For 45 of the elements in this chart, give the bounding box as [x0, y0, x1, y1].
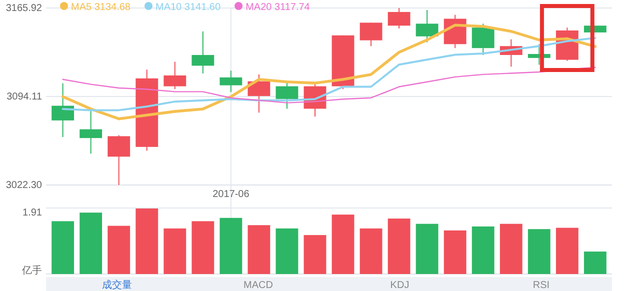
text: 1.91: [22, 208, 42, 218]
candlestick: [220, 70, 242, 93]
bar: [332, 214, 354, 274]
bar: [388, 218, 410, 274]
legend-label: MA5 3134.68: [71, 2, 131, 13]
candlestick: [388, 8, 410, 29]
bar: [528, 229, 550, 274]
candlestick: [472, 23, 494, 56]
bar: [276, 228, 298, 274]
bar: [192, 221, 214, 274]
text: KDJ: [390, 280, 410, 291]
bar: [584, 252, 606, 274]
text: MACD: [244, 280, 273, 291]
candlestick: [276, 80, 298, 110]
bar: [444, 230, 466, 274]
bar: [108, 226, 130, 274]
y-tick-label: 3094.11: [6, 92, 42, 103]
bar: [304, 235, 326, 274]
bar: [52, 221, 74, 274]
candlestick: [360, 22, 382, 47]
candlestick: [80, 109, 102, 154]
legend-label: MA10 3141.60: [156, 2, 221, 13]
bar: [80, 212, 102, 274]
text: 亿手: [21, 264, 42, 276]
y-tick-label: 3022.30: [6, 180, 42, 192]
text: RSI: [532, 280, 550, 291]
bar: [220, 218, 242, 274]
candlestick: [192, 30, 214, 74]
legend-label: MA20 3117.74: [246, 2, 310, 13]
bar: [164, 228, 186, 274]
x-tick-label: 2017-06: [212, 189, 250, 200]
candlestick: [248, 74, 270, 114]
candlestick: [52, 82, 74, 138]
bar: [472, 226, 494, 274]
bar: [416, 224, 438, 274]
bar: [360, 228, 382, 274]
line-series: [61, 24, 597, 120]
bar: [556, 228, 578, 274]
text: 成交量: [102, 279, 132, 291]
y-tick-label: 3165.92: [6, 3, 42, 14]
bar: [500, 224, 522, 274]
candlestick: [164, 61, 186, 90]
candlestick: [416, 9, 438, 43]
bar: [248, 225, 270, 274]
bar: [136, 208, 158, 274]
